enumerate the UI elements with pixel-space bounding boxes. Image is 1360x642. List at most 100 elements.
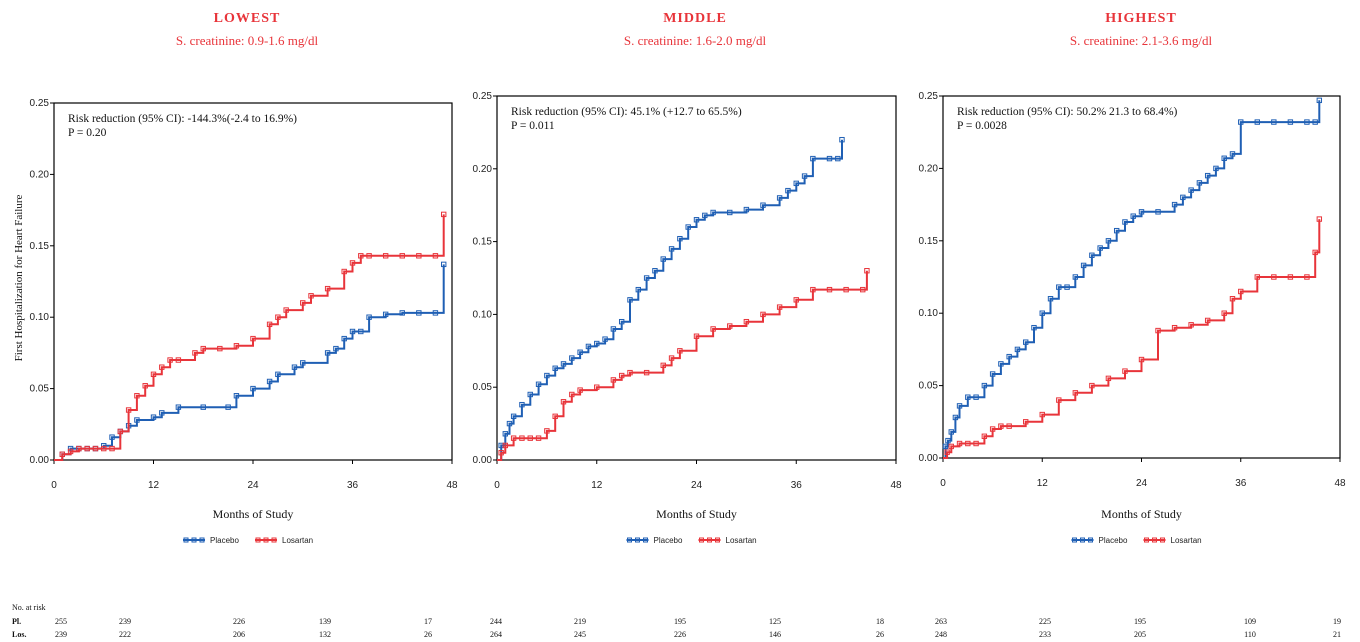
censor-mark	[1287, 274, 1294, 280]
censor-mark	[502, 431, 509, 437]
legend-entry-losartan: Losartan	[698, 536, 757, 545]
censor-mark	[266, 378, 273, 385]
x-tick-label: 36	[1235, 478, 1247, 489]
censor-mark	[233, 343, 240, 349]
y-tick-label: 0.10	[30, 312, 50, 323]
censor-mark	[498, 450, 504, 456]
censor-mark	[1196, 180, 1203, 186]
censor-mark	[84, 445, 90, 452]
panel-title: LOWEST	[214, 11, 281, 26]
censor-mark	[67, 448, 74, 455]
censor-mark	[1138, 356, 1145, 363]
risk-count-losartan: 206	[233, 630, 245, 639]
legend-label: Losartan	[726, 536, 757, 545]
censor-mark	[300, 360, 306, 366]
panel-subtitle: S. creatinine: 1.6-2.0 mg/dl	[624, 33, 767, 48]
censor-mark	[945, 437, 951, 444]
censor-mark	[1171, 201, 1178, 208]
censor-mark	[1138, 209, 1145, 215]
censor-mark	[324, 350, 331, 356]
x-tick-label: 48	[1334, 478, 1346, 489]
censor-mark	[973, 394, 979, 400]
censor-mark	[275, 314, 281, 320]
risk-count-losartan: 110	[1244, 630, 1256, 639]
series-line-losartan	[943, 219, 1321, 459]
panel-title: HIGHEST	[1105, 11, 1177, 26]
censor-mark	[652, 268, 658, 274]
censor-mark	[341, 268, 347, 275]
censor-mark	[743, 206, 750, 213]
censor-mark	[743, 318, 750, 325]
censor-mark	[291, 364, 298, 370]
censor-mark	[1312, 249, 1318, 256]
censor-mark	[200, 404, 206, 410]
censor-mark	[643, 275, 650, 281]
censor-mark	[1312, 119, 1318, 125]
y-tick-label: 0.25	[473, 91, 493, 102]
censor-mark	[973, 440, 979, 447]
censor-mark	[1072, 274, 1079, 280]
risk-table: No. at risk Pl. Los.	[12, 603, 46, 639]
censor-mark	[668, 246, 675, 252]
censor-mark	[998, 361, 1004, 367]
risk-count-losartan: 21	[1333, 630, 1341, 639]
y-tick-label: 0.15	[919, 236, 939, 247]
series-line-placebo	[54, 264, 445, 461]
censor-mark	[965, 394, 971, 400]
censor-mark	[300, 300, 306, 306]
risk-count-placebo: 195	[674, 617, 686, 626]
censor-mark	[560, 361, 567, 367]
censor-mark	[527, 435, 533, 441]
censor-mark	[965, 440, 971, 447]
x-axis-label: Months of Study	[213, 507, 294, 521]
censor-mark	[552, 365, 558, 371]
censor-mark	[660, 362, 666, 369]
censor-mark	[1254, 274, 1260, 280]
censor-mark	[324, 285, 331, 292]
censor-mark	[776, 195, 783, 201]
censor-mark	[710, 209, 716, 216]
censor-mark	[1254, 119, 1260, 125]
censor-mark	[250, 335, 256, 342]
censor-mark	[217, 345, 223, 352]
risk-count-placebo: 244	[490, 617, 502, 626]
censor-mark	[192, 350, 198, 356]
censor-mark	[1056, 397, 1062, 403]
legend-entry-placebo: Placebo	[1071, 536, 1128, 545]
censor-mark	[308, 293, 314, 299]
legend-label: Placebo	[654, 536, 683, 545]
series-line-placebo	[497, 139, 843, 461]
censor-mark	[1304, 119, 1310, 125]
x-tick-label: 12	[591, 480, 603, 491]
censor-mark	[544, 372, 550, 379]
risk-count-placebo: 17	[424, 617, 432, 626]
censor-mark	[283, 307, 289, 313]
risk-count-placebo: 255	[55, 617, 67, 626]
y-tick-label: 0.25	[919, 91, 939, 102]
censor-mark	[944, 449, 950, 455]
censor-mark	[1023, 419, 1029, 425]
censor-mark	[627, 369, 633, 376]
censor-mark	[1097, 245, 1103, 251]
risk-count-losartan: 248	[935, 630, 947, 639]
censor-mark	[1039, 411, 1045, 418]
censor-mark	[134, 417, 140, 423]
censor-mark	[142, 383, 148, 389]
censor-mark	[776, 304, 783, 310]
censor-mark	[1089, 382, 1095, 389]
censor-mark	[810, 155, 816, 162]
censor-mark	[366, 314, 372, 320]
legend-entry-losartan: Losartan	[1143, 536, 1202, 545]
risk-count-losartan: 132	[319, 630, 331, 639]
censor-mark	[952, 414, 959, 421]
censor-mark	[349, 328, 356, 335]
risk-count-losartan: 245	[574, 630, 586, 639]
y-tick-label: 0.00	[30, 455, 50, 466]
censor-mark	[981, 433, 988, 439]
censor-mark	[610, 377, 617, 383]
censor-mark	[942, 443, 949, 450]
y-tick-label: 0.15	[30, 241, 50, 252]
censor-mark	[441, 261, 447, 268]
y-tick-label: 0.05	[919, 381, 939, 392]
